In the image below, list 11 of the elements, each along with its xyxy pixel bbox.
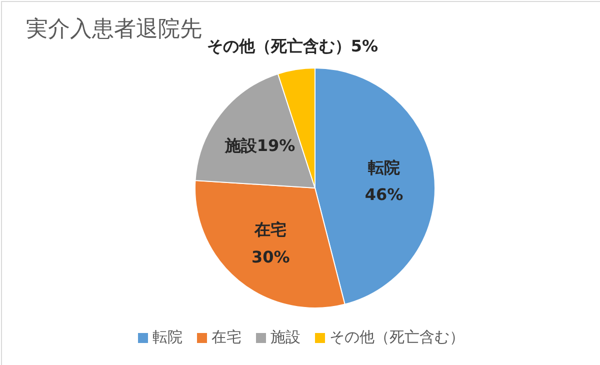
slice-label: 転院 [368, 158, 400, 177]
category-label: 施設19% [224, 136, 296, 155]
chart-title: 実介入患者退院先 [26, 16, 202, 44]
legend-label: 転院 [152, 328, 182, 347]
slice-label: 在宅 [254, 220, 287, 240]
data-label: 46% [364, 185, 404, 204]
legend-label: 在宅 [210, 328, 242, 347]
legend-label: その他（死亡含む） [328, 328, 464, 347]
category-label: その他（死亡含む）5% [206, 36, 378, 56]
data-label: 30% [251, 247, 290, 266]
legend-label: 施設 [270, 328, 300, 347]
